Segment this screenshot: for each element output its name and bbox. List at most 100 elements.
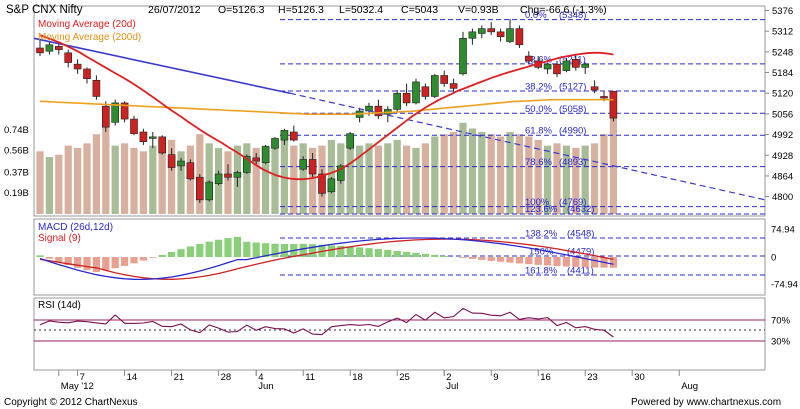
candle-body xyxy=(421,86,430,97)
macd-histogram-bar xyxy=(403,251,411,257)
price-tick-label: 5312 xyxy=(772,27,793,38)
candle-body xyxy=(214,173,223,184)
candle-body xyxy=(609,90,618,119)
close-label: C=5043 xyxy=(401,4,438,16)
x-tick-label: 9 xyxy=(493,372,498,383)
volume-bar xyxy=(149,145,157,214)
macd-tick-label: -74.94 xyxy=(771,280,798,291)
x-tick-label: 2 xyxy=(446,372,451,383)
volume-bar xyxy=(45,157,53,214)
signal-line xyxy=(39,238,614,280)
candle-body xyxy=(581,63,590,68)
price-tick-label: 5376 xyxy=(772,6,793,17)
macd-histogram-bar xyxy=(83,257,91,271)
candle-body xyxy=(430,75,439,97)
macd-histogram-bar xyxy=(487,257,495,261)
candle-body xyxy=(412,81,420,104)
candle-body xyxy=(459,38,467,75)
volume-bar xyxy=(403,145,411,214)
candle-body xyxy=(233,172,242,178)
signal-legend: Signal (9) xyxy=(38,233,81,244)
candle-body xyxy=(149,136,157,139)
volume-bar xyxy=(468,128,476,214)
candle-body xyxy=(365,105,373,112)
fib-value: (4893) xyxy=(559,157,586,168)
macd-histogram-bar xyxy=(55,257,63,262)
x-tick-label: 25 xyxy=(399,372,410,383)
volume-bar xyxy=(158,143,166,214)
volume-bar xyxy=(515,134,523,214)
macd-histogram-bar xyxy=(158,254,166,257)
candle-body xyxy=(308,159,317,175)
x-tick-label: 21 xyxy=(174,372,185,383)
volume-bar xyxy=(459,122,467,214)
volume-bar xyxy=(252,147,260,214)
macd-histogram-bar xyxy=(233,236,241,257)
candle-body xyxy=(487,28,496,33)
volume-bar xyxy=(497,136,505,214)
macd-histogram-bar xyxy=(346,246,354,257)
candle-body xyxy=(177,160,185,167)
fib-value: (5348) xyxy=(559,10,586,21)
macd-tick-label: 74.94 xyxy=(771,225,795,236)
volume-bar xyxy=(544,145,552,214)
volume-bar xyxy=(609,108,617,214)
low-label: L=5032.4 xyxy=(339,4,383,16)
volume-bar xyxy=(224,151,232,214)
macd-histogram-bar xyxy=(356,247,364,257)
volume-bar xyxy=(506,131,514,214)
price-tick-label: 5120 xyxy=(772,89,793,100)
macd-histogram-bar xyxy=(215,239,223,257)
rsi-plot xyxy=(34,307,765,342)
fib-label: 150% xyxy=(529,247,554,258)
macd-histogram-bar xyxy=(64,257,72,266)
volume-bar xyxy=(581,145,589,214)
price-tick-label: 5248 xyxy=(772,47,793,58)
candle-body xyxy=(196,176,204,201)
volume-bar xyxy=(374,145,382,214)
x-tick-label: Jun xyxy=(258,381,273,392)
volume-bar xyxy=(55,154,63,214)
macd-histogram-bar xyxy=(562,257,570,267)
candle-body xyxy=(252,157,260,162)
volume-bar xyxy=(553,143,561,214)
trend-line-solid xyxy=(33,37,291,95)
candle-body xyxy=(515,28,524,46)
fib-value: (4769) xyxy=(559,197,586,208)
fib-label: 123.6% xyxy=(525,204,558,215)
volume-bar xyxy=(121,143,129,214)
volume-bar xyxy=(92,134,100,214)
volume-bar xyxy=(384,143,392,214)
symbol-label: S&P CNX Nifty xyxy=(6,4,83,16)
date-label: 26/07/2012 xyxy=(148,4,201,16)
volume-bar xyxy=(525,136,533,214)
volume-bar xyxy=(562,145,570,214)
volume-bar xyxy=(168,139,176,214)
x-tick-label: 16 xyxy=(540,372,551,383)
x-tick-label: 11 xyxy=(305,372,315,383)
volume-bar xyxy=(102,117,110,214)
candle-body xyxy=(280,130,289,141)
fib-label: 0.0% xyxy=(525,10,547,21)
macd-histogram-bar xyxy=(130,257,138,264)
macd-tick-label: 0 xyxy=(771,253,776,264)
volume-bar xyxy=(487,134,495,214)
macd-histogram-bar xyxy=(412,252,420,257)
volume-bar xyxy=(74,147,82,214)
ma200-legend: Moving Average (200d) xyxy=(38,32,141,43)
candle-body xyxy=(120,102,129,120)
fib-label: 100% xyxy=(525,197,550,208)
candle-body xyxy=(449,83,458,89)
x-tick-label: May '12 xyxy=(61,381,94,392)
fib-value: (4632) xyxy=(567,204,594,215)
candle-body xyxy=(590,86,599,91)
price-tick-label: 5056 xyxy=(772,109,793,120)
volume-bar xyxy=(365,143,373,214)
macd-histogram-bar xyxy=(544,257,552,266)
candle-body xyxy=(158,136,166,154)
macd-histogram-bar xyxy=(299,243,307,257)
high-label: H=5126.3 xyxy=(278,4,324,16)
macd-histogram-bar xyxy=(36,255,44,257)
candle-body xyxy=(506,28,514,42)
